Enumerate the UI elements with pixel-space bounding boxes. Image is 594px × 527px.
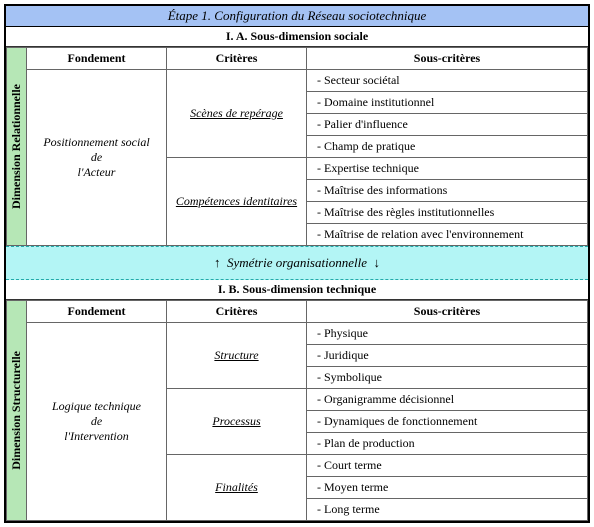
sc-a-0-2: - Palier d'influence xyxy=(307,114,588,136)
sc-b-2-2: - Long terme xyxy=(307,499,588,521)
fondement-b: Logique technique de l'Intervention xyxy=(27,323,167,521)
sc-a-1-1: - Maîtrise des informations xyxy=(307,180,588,202)
side-b-text: Dimension Structurelle xyxy=(9,351,24,470)
fondement-b-l2: de xyxy=(91,414,102,428)
sc-b-1-0: - Organigramme décisionnel xyxy=(307,389,588,411)
col-criteres-b: Critères xyxy=(167,301,307,323)
critere-b-0: Structure xyxy=(167,323,307,389)
fondement-a-l1: Positionnement social xyxy=(43,135,149,149)
critere-b-1: Processus xyxy=(167,389,307,455)
sc-a-0-0: - Secteur sociétal xyxy=(307,70,588,92)
sc-b-1-2: - Plan de production xyxy=(307,433,588,455)
figure-container: Étape 1. Configuration du Réseau sociote… xyxy=(4,4,590,523)
stage-title: Étape 1. Configuration du Réseau sociote… xyxy=(6,6,588,27)
section-a-table: Dimension Relationnelle Fondement Critèr… xyxy=(6,47,588,246)
section-b-sidelabel: Dimension Structurelle xyxy=(7,301,27,521)
col-fondement-a: Fondement xyxy=(27,48,167,70)
critere-a-0: Scènes de repérage xyxy=(167,70,307,158)
section-a-heading: I. A. Sous-dimension sociale xyxy=(6,27,588,47)
sc-b-0-1: - Juridique xyxy=(307,345,588,367)
fondement-b-l1: Logique technique xyxy=(52,399,141,413)
sc-b-1-1: - Dynamiques de fonctionnement xyxy=(307,411,588,433)
col-souscriteres-a: Sous-critères xyxy=(307,48,588,70)
sc-a-1-0: - Expertise technique xyxy=(307,158,588,180)
fondement-a-l2: de xyxy=(91,150,102,164)
sc-a-0-1: - Domaine institutionnel xyxy=(307,92,588,114)
sc-b-2-0: - Court terme xyxy=(307,455,588,477)
section-b-table: Dimension Structurelle Fondement Critère… xyxy=(6,300,588,521)
symmetry-text: Symétrie organisationnelle xyxy=(227,255,367,270)
sc-a-1-3: - Maîtrise de relation avec l'environnem… xyxy=(307,224,588,246)
sc-b-0-0: - Physique xyxy=(307,323,588,345)
fondement-a: Positionnement social de l'Acteur xyxy=(27,70,167,246)
col-criteres-a: Critères xyxy=(167,48,307,70)
fondement-b-l3: l'Intervention xyxy=(64,429,129,443)
sc-b-0-2: - Symbolique xyxy=(307,367,588,389)
side-a-text: Dimension Relationnelle xyxy=(9,84,24,209)
col-souscriteres-b: Sous-critères xyxy=(307,301,588,323)
section-b-heading: I. B. Sous-dimension technique xyxy=(6,280,588,300)
sc-b-2-1: - Moyen terme xyxy=(307,477,588,499)
arrow-up-icon: ↑ xyxy=(214,255,221,270)
critere-b-2: Finalités xyxy=(167,455,307,521)
col-fondement-b: Fondement xyxy=(27,301,167,323)
critere-a-1: Compétences identitaires xyxy=(167,158,307,246)
section-a-sidelabel: Dimension Relationnelle xyxy=(7,48,27,246)
arrow-down-icon: ↓ xyxy=(373,255,380,270)
fondement-a-l3: l'Acteur xyxy=(78,165,116,179)
symmetry-band: ↑ Symétrie organisationnelle ↓ xyxy=(6,246,588,280)
sc-a-0-3: - Champ de pratique xyxy=(307,136,588,158)
sc-a-1-2: - Maîtrise des règles institutionnelles xyxy=(307,202,588,224)
